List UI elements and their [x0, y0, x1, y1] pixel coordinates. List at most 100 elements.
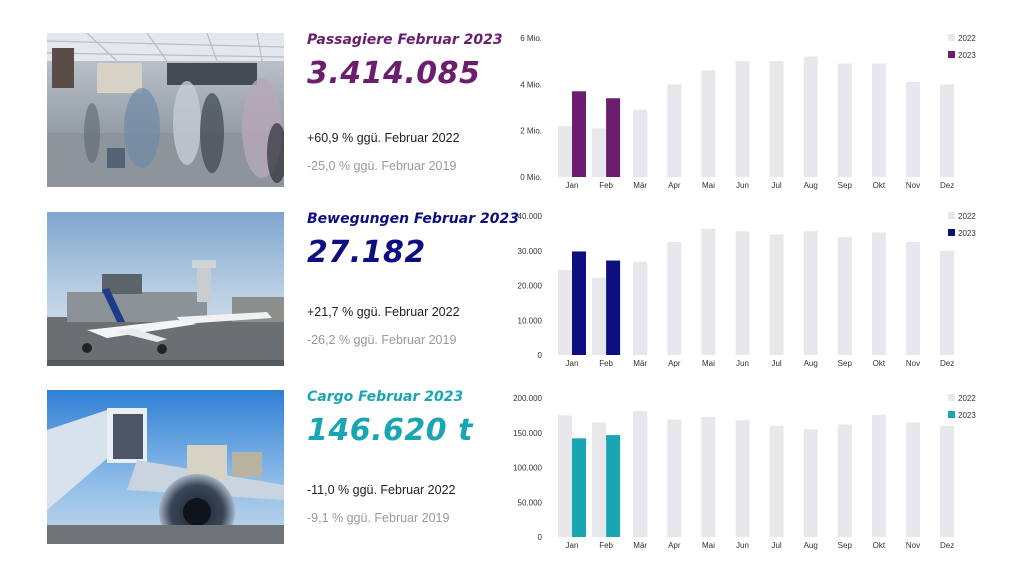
movements-value: 27.182 [307, 235, 426, 270]
x-tick-label: Aug [804, 541, 818, 550]
x-tick-label: Mär [633, 181, 647, 190]
bar-2022-mai [701, 416, 716, 537]
legend-label-2022: 2022 [958, 394, 976, 403]
bar-2022-nov [906, 82, 920, 177]
cargo-loading-photo [47, 390, 284, 544]
x-tick-label: Okt [873, 541, 886, 550]
passengers-value: 3.414.085 [307, 56, 481, 91]
bar-2022-apr [667, 419, 682, 537]
y-tick-label: 6 Mio. [520, 34, 542, 43]
bar-2022-mai [701, 228, 716, 355]
bar-2022-mai [701, 70, 716, 177]
bar-2022-okt [871, 232, 886, 355]
x-tick-label: Sep [838, 359, 853, 368]
cargo-comparison-2022: -11,0 % ggü. Februar 2022 [307, 483, 456, 497]
y-tick-label: 100.000 [513, 464, 542, 473]
bar-2022-mär [633, 411, 648, 537]
x-tick-label: Nov [906, 359, 920, 368]
x-tick-label: Dez [940, 181, 954, 190]
bar-2022-apr [667, 242, 682, 355]
x-tick-label: Jul [771, 181, 781, 190]
bar-2022-jun [735, 420, 750, 537]
movements-chart: 0 10.000 20.000 30.000 40.000 Jan Feb Mär Apr Mai… [496, 208, 996, 373]
bar-2022-aug [803, 429, 818, 537]
x-tick-label: Feb [599, 541, 613, 550]
bar-2022-dez [940, 84, 955, 177]
bar-2022-jul [769, 61, 784, 177]
y-tick-label: 0 [538, 351, 543, 360]
x-tick-label: Feb [599, 359, 613, 368]
y-tick-label: 40.000 [518, 212, 543, 221]
bar-2022-aug [803, 231, 818, 355]
y-tick-label: 20.000 [518, 282, 543, 291]
passengers-section: Passagiere Februar 2023 3.414.085 +60,9 … [0, 0, 1024, 190]
y-tick-label: 10.000 [518, 316, 543, 325]
movements-comparison-2022: +21,7 % ggü. Februar 2022 [307, 305, 460, 319]
y-tick-label: 150.000 [513, 429, 542, 438]
x-tick-label: Feb [599, 181, 613, 190]
y-tick-label: 4 Mio. [520, 80, 542, 89]
bar-2023-jan [572, 438, 586, 537]
movements-comparison-2019: -26,2 % ggü. Februar 2019 [307, 333, 457, 347]
bar-2022-feb [592, 277, 607, 355]
legend-swatch-2022 [948, 394, 955, 401]
bar-2022-aug [803, 56, 818, 177]
y-tick-label: 200.000 [513, 394, 542, 403]
bar-2023-feb [606, 98, 621, 177]
airport-terminal-photo [47, 33, 284, 187]
y-tick-label: 0 [538, 533, 543, 542]
legend-swatch-2022 [948, 212, 955, 219]
x-tick-label: Sep [838, 181, 853, 190]
legend-swatch-2023 [948, 411, 955, 418]
x-tick-label: Apr [668, 541, 681, 550]
cargo-comparison-2019: -9,1 % ggü. Februar 2019 [307, 511, 450, 525]
x-tick-label: Mai [702, 541, 715, 550]
x-tick-label: Dez [940, 359, 954, 368]
x-tick-label: Apr [668, 181, 681, 190]
bar-2023-jan [572, 251, 586, 355]
bar-2022-mär [633, 261, 648, 355]
x-tick-label: Sep [838, 541, 853, 550]
legend-label-2022: 2022 [958, 34, 976, 43]
x-tick-label: Jun [736, 541, 749, 550]
passengers-title: Passagiere Februar 2023 [307, 32, 503, 48]
y-tick-label: 30.000 [518, 247, 543, 256]
x-tick-label: Mär [633, 541, 647, 550]
y-tick-label: 2 Mio. [520, 127, 542, 136]
x-tick-label: Nov [906, 181, 920, 190]
cargo-bar-chart: 0 50.000 100.000 150.000 200.000 Jan Feb Mär Apr… [513, 394, 976, 550]
movements-section: Bewegungen Februar 2023 27.182 +21,7 % g… [0, 0, 1024, 368]
x-tick-label: Okt [873, 181, 886, 190]
x-tick-label: Mär [633, 359, 647, 368]
bar-2022-okt [871, 63, 886, 177]
x-tick-label: Jan [566, 541, 579, 550]
y-tick-label: 0 Mio. [520, 173, 542, 182]
bar-2022-jul [769, 425, 784, 537]
movements-bar-chart: 0 10.000 20.000 30.000 40.000 Jan Feb Mär Apr Mai… [518, 212, 976, 368]
bar-2022-dez [940, 250, 955, 355]
x-tick-label: Nov [906, 541, 920, 550]
x-tick-label: Apr [668, 359, 681, 368]
x-tick-label: Mai [702, 181, 715, 190]
bar-2022-mär [633, 109, 648, 177]
legend-swatch-2023 [948, 229, 955, 236]
bar-2022-okt [871, 414, 886, 537]
bar-2022-jun [735, 231, 750, 355]
cargo-value: 146.620 t [307, 413, 473, 448]
bar-2022-jul [769, 234, 784, 355]
bar-2022-feb [592, 422, 607, 537]
bar-2022-sep [837, 424, 852, 537]
bar-2022-jan [558, 415, 572, 537]
bar-2023-feb [606, 260, 621, 355]
x-tick-label: Jan [566, 181, 579, 190]
bar-2022-jun [735, 61, 750, 177]
legend-swatch-2022 [948, 34, 955, 41]
passengers-chart: 0 Mio. 2 Mio. 4 Mio. 6 Mio. Jan Feb Mär Apr Mai J… [496, 30, 996, 195]
x-tick-label: Aug [804, 359, 818, 368]
bar-2022-nov [906, 242, 920, 355]
x-tick-label: Jul [771, 359, 781, 368]
legend-label-2022: 2022 [958, 212, 976, 221]
x-tick-label: Jul [771, 541, 781, 550]
x-tick-label: Aug [804, 181, 818, 190]
bar-2022-apr [667, 84, 682, 177]
